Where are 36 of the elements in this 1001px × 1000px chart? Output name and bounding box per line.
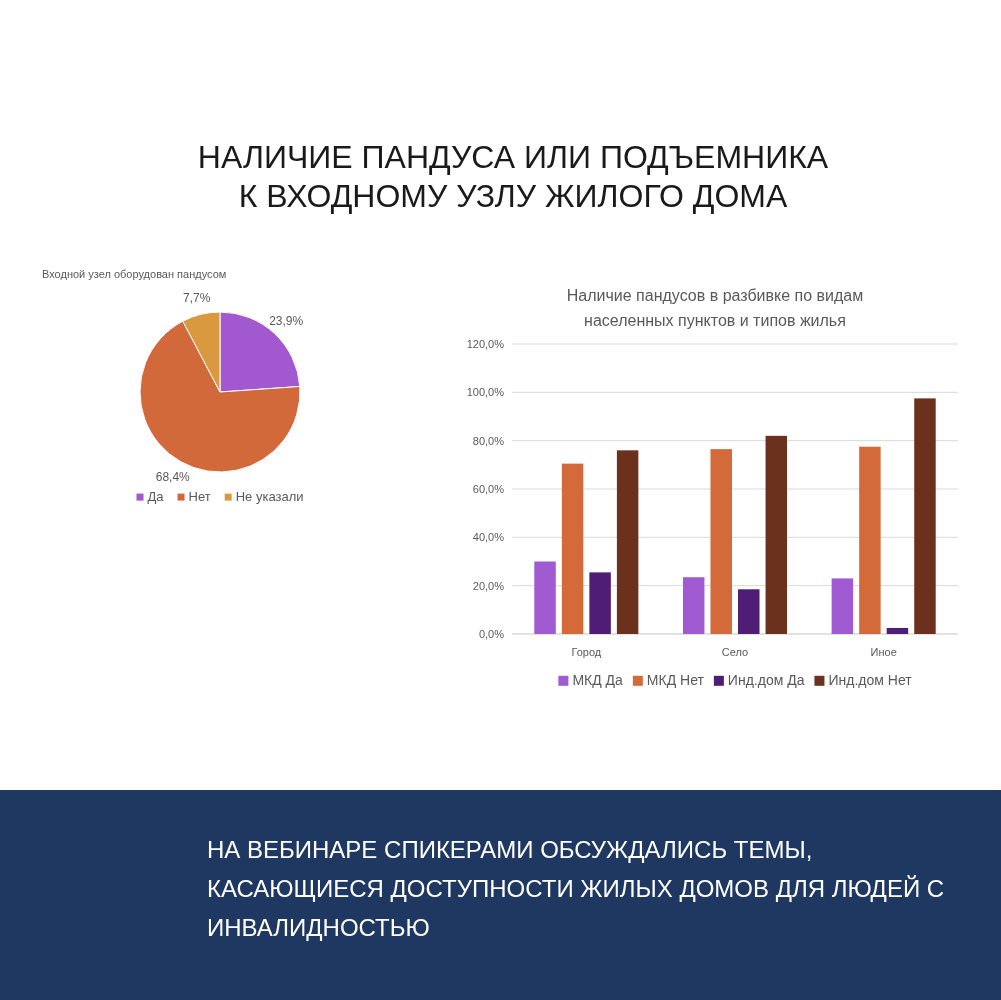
x-tick-label: Село [721,646,749,658]
y-tick-label: 60,0% [472,483,505,495]
bar [914,398,936,634]
x-tick-label: Иное [870,646,897,658]
x-tick-label: Город [571,646,602,658]
text: НАЛИЧИЕ ПАНДУСА ИЛИ ПОДЪЕМНИКА К ВХОДНОМУ УЗЛУ ЖИЛОГО ДОМА [197,139,829,214]
legend-label: МКД Да [572,672,624,688]
bar [765,435,788,634]
y-tick-label: 100,0% [466,386,505,399]
legend-label: Инд.дом Нет [828,672,913,688]
legend-label: Инд.дом Да [727,672,805,688]
bar [534,561,556,634]
bar [710,449,732,634]
y-tick-label: 120,0% [466,338,505,350]
text: НА ВЕБИНАРЕ СПИКЕРАМИ ОБСУЖДАЛИСЬ ТЕМЫ, КАСАЮЩИЕСЯ ДОСТУПНОСТИ ЖИЛЫХ ДОМОВ ДЛЯ ЛЮДЕЙ С ИНВАЛИДНОСТЬЮ [207,836,945,941]
bar [859,446,881,634]
bar [738,589,760,634]
legend-label: Нет [188,489,211,504]
bar [616,450,639,634]
data-label: 68,4% [155,469,191,484]
data-label: 23,9% [269,314,304,329]
legend-label: МКД Нет [646,672,705,688]
legend-label: Не указали [235,489,304,504]
legend-label: Да [147,489,165,504]
chart-subtitle: Входной узел оборудован пандусом [42,268,227,280]
bar [682,577,705,634]
bar [589,572,611,634]
y-tick-label: 40,0% [472,531,505,544]
bar [831,578,854,634]
data-label: 7,7% [183,290,211,305]
y-tick-label: 0,0% [478,628,505,640]
y-tick-label: 20,0% [472,579,505,592]
chart-title: Наличие пандусов в разбивке по видам населенных пунктов и типов жилья [566,287,864,329]
bar [561,463,584,634]
y-tick-label: 80,0% [472,434,505,447]
bar [886,627,909,634]
